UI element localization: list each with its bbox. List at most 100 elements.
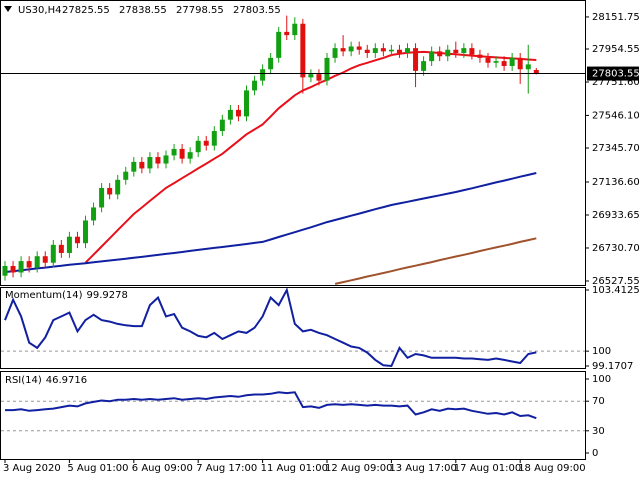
indicator-line bbox=[5, 391, 537, 420]
candle-body bbox=[380, 48, 386, 52]
candle-body bbox=[123, 171, 129, 180]
candle-body bbox=[396, 49, 402, 54]
candle-body bbox=[252, 80, 258, 91]
candle-body bbox=[131, 161, 137, 172]
candle-body bbox=[187, 152, 193, 159]
y-tick-label: 27136.60 bbox=[592, 177, 640, 188]
candle-body bbox=[517, 57, 523, 70]
candle-body bbox=[203, 140, 209, 146]
candle-body bbox=[66, 236, 72, 253]
x-tick-label: 5 Aug 01:00 bbox=[67, 463, 128, 474]
candle-body bbox=[388, 49, 394, 52]
moving-average bbox=[84, 50, 537, 264]
candle-body bbox=[91, 207, 97, 221]
ohlc-value: 27803.55 bbox=[233, 5, 281, 16]
y-tick-label: 100 bbox=[592, 374, 611, 385]
candle-body bbox=[413, 48, 419, 71]
candle-body bbox=[139, 161, 145, 169]
candle-body bbox=[235, 109, 241, 117]
y-tick-label: 27546.10 bbox=[592, 110, 640, 121]
candle-body bbox=[268, 57, 274, 70]
y-tick-label: 0 bbox=[592, 448, 598, 459]
candle-body bbox=[509, 57, 515, 67]
candle-body bbox=[155, 157, 161, 164]
candle-body bbox=[525, 64, 531, 70]
candle-body bbox=[364, 49, 370, 54]
candle-body bbox=[308, 74, 314, 78]
x-tick-label: 13 Aug 17:00 bbox=[389, 463, 456, 474]
candle-body bbox=[107, 187, 113, 195]
candle-body bbox=[316, 74, 322, 81]
candle-body bbox=[533, 69, 539, 74]
indicator-line bbox=[4, 287, 537, 368]
x-tick-label: 3 Aug 2020 bbox=[3, 463, 61, 474]
candle-body bbox=[34, 256, 40, 268]
indicator-title: RSI(14) bbox=[5, 375, 42, 386]
y-tick-label: 27751.60 bbox=[592, 77, 640, 88]
candle-body bbox=[461, 48, 467, 54]
indicator-value: 99.9278 bbox=[87, 290, 128, 301]
dropdown-icon[interactable] bbox=[4, 6, 12, 12]
candle-body bbox=[276, 31, 282, 58]
y-tick-label: 26730.70 bbox=[592, 243, 640, 254]
last-price-label: 27803.55 bbox=[592, 69, 640, 80]
x-tick-label: 6 Aug 09:00 bbox=[132, 463, 193, 474]
candle-body bbox=[324, 57, 330, 81]
symbol-title: US30,H4 bbox=[18, 5, 61, 16]
candle-body bbox=[18, 261, 24, 273]
candle-body bbox=[83, 220, 88, 244]
x-tick-label: 11 Aug 01:00 bbox=[261, 463, 328, 474]
rsi-pane bbox=[0, 371, 586, 460]
ohlc-value: 27838.55 bbox=[119, 5, 167, 16]
x-tick-label: 17 Aug 01:00 bbox=[454, 463, 521, 474]
candle-body bbox=[332, 48, 338, 58]
indicator-value: 46.9716 bbox=[46, 375, 87, 386]
candle-body bbox=[58, 244, 64, 253]
candle-body bbox=[405, 48, 410, 54]
y-tick-label: 70 bbox=[592, 396, 605, 407]
candle-body bbox=[501, 61, 507, 67]
y-tick-label: 30 bbox=[592, 426, 605, 437]
moving-average bbox=[4, 172, 537, 273]
price-pane bbox=[0, 0, 586, 286]
candle-body bbox=[437, 51, 443, 57]
candle-body bbox=[42, 256, 48, 263]
y-tick-label: 100 bbox=[592, 346, 611, 357]
candle-body bbox=[421, 61, 427, 71]
candle-body bbox=[356, 46, 362, 50]
candle-body bbox=[372, 48, 378, 54]
candle-body bbox=[260, 69, 266, 81]
candle-body bbox=[244, 90, 249, 117]
candle-body bbox=[99, 187, 105, 208]
candle-body bbox=[115, 179, 121, 195]
candle-body bbox=[179, 148, 185, 159]
candle-body bbox=[195, 140, 201, 153]
y-tick-label: 99.1707 bbox=[592, 361, 633, 372]
y-tick-label: 103.4125 bbox=[592, 285, 640, 296]
candle-body bbox=[26, 261, 32, 268]
indicator-title: Momentum(14) bbox=[5, 290, 83, 301]
candle-body bbox=[493, 61, 499, 63]
x-tick-label: 12 Aug 09:00 bbox=[325, 463, 392, 474]
x-tick-label: 18 Aug 09:00 bbox=[518, 463, 585, 474]
ohlc-value: 27825.55 bbox=[62, 5, 110, 16]
candle-body bbox=[300, 23, 306, 78]
candle-body bbox=[340, 48, 346, 52]
last-price-box bbox=[587, 66, 639, 81]
x-tick-label: 7 Aug 17:00 bbox=[196, 463, 257, 474]
y-tick-label: 28151.75 bbox=[592, 12, 640, 23]
candle-body bbox=[348, 46, 354, 52]
candle-body bbox=[429, 51, 435, 62]
candle-body bbox=[50, 244, 56, 263]
candle-body bbox=[219, 119, 225, 132]
candle-body bbox=[10, 265, 16, 273]
candle-body bbox=[292, 23, 298, 36]
y-tick-label: 26933.65 bbox=[592, 210, 640, 221]
candle-body bbox=[171, 148, 177, 156]
candle-body bbox=[284, 31, 290, 36]
candle-body bbox=[74, 236, 80, 244]
y-tick-label: 27954.55 bbox=[592, 44, 640, 55]
candle-body bbox=[163, 155, 169, 164]
y-tick-label: 26527.55 bbox=[592, 276, 640, 287]
